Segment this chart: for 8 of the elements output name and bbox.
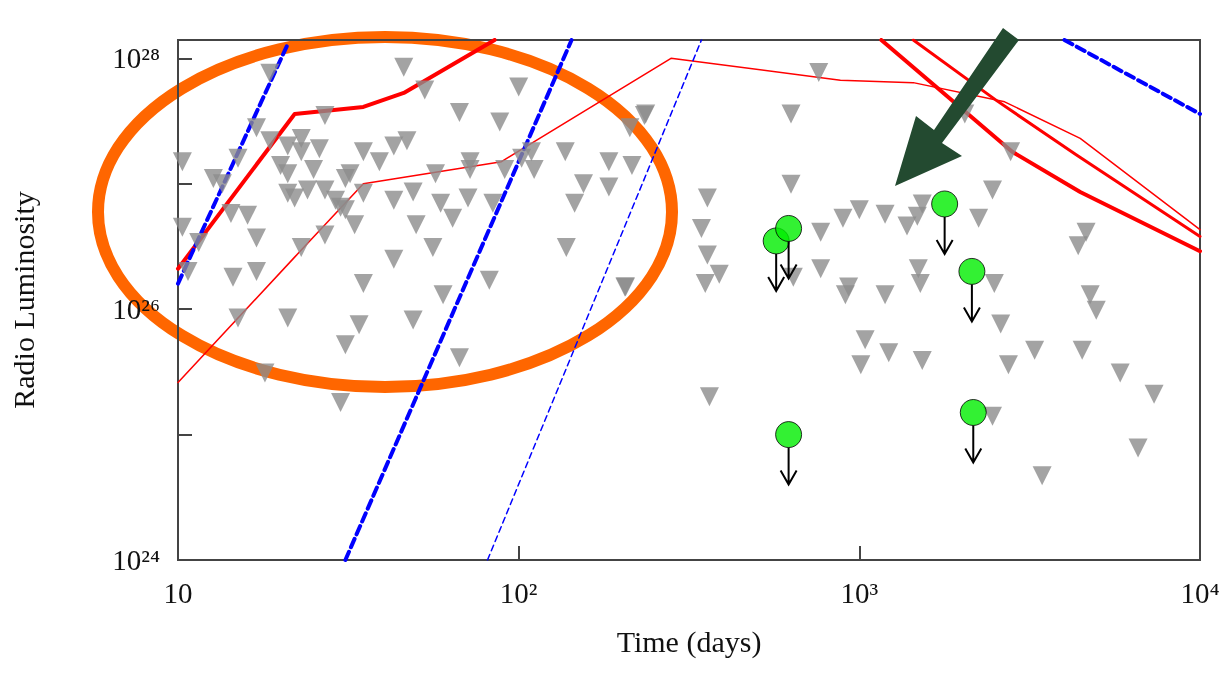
- x-axis-title: Time (days): [616, 624, 762, 659]
- y-tick-label: 10²⁴: [112, 544, 160, 576]
- x-tick-label: 10²: [499, 576, 538, 609]
- x-tick-label: 10: [163, 576, 193, 609]
- y-axis-title: Radio Luminosity: [6, 191, 40, 409]
- x-tick-label: 10⁴: [1180, 576, 1220, 609]
- x-tick-label: 10³: [840, 576, 879, 609]
- y-tick-label: 10²⁸: [112, 42, 160, 75]
